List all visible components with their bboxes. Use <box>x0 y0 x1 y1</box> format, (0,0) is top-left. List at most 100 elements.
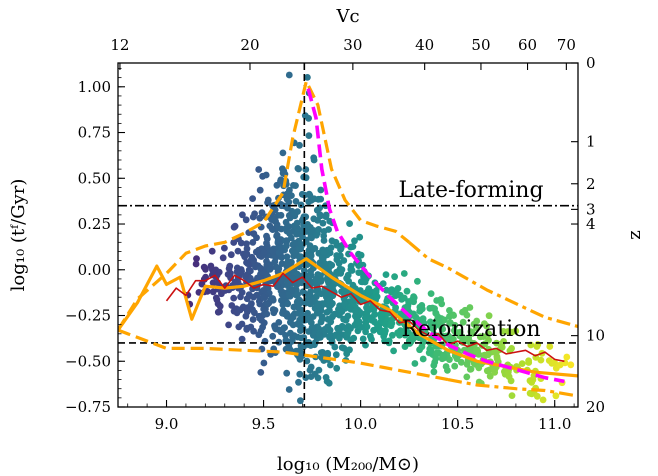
scatter-point <box>387 322 395 330</box>
scatter-point <box>227 251 235 259</box>
y-tick-label: 0.25 <box>78 215 111 233</box>
scatter-point <box>430 362 438 369</box>
scatter-point <box>322 374 330 381</box>
series-line <box>447 378 578 398</box>
scatter-point <box>228 302 236 309</box>
scatter-point <box>274 237 282 245</box>
scatter-point <box>279 292 287 299</box>
top-tick-label: 60 <box>518 36 537 54</box>
scatter-point <box>296 299 304 307</box>
top-tick-label: 50 <box>471 36 490 54</box>
scatter-point <box>338 344 346 351</box>
scatter-point <box>297 322 304 330</box>
scatter-point <box>244 260 252 267</box>
scatter-point <box>292 249 299 257</box>
scatter-point <box>463 360 471 368</box>
scatter-point <box>444 332 452 339</box>
scatter-point <box>324 277 332 285</box>
top-tick-label: 20 <box>240 36 259 54</box>
series-line <box>165 272 565 363</box>
scatter-point <box>446 307 453 314</box>
scatter-point <box>484 351 492 359</box>
scatter-point <box>313 206 321 214</box>
scatter-point <box>231 278 239 286</box>
scatter-point <box>315 331 323 338</box>
scatter-point <box>338 308 346 315</box>
scatter-point <box>257 369 265 376</box>
scatter-point <box>365 289 373 297</box>
scatter-point <box>459 318 467 326</box>
scatter-point <box>414 277 421 285</box>
scatter-point <box>277 211 285 219</box>
scatter-point <box>238 289 246 296</box>
scatter-point <box>567 361 575 369</box>
scatter-point <box>419 315 427 323</box>
scatter-point <box>266 266 274 273</box>
scatter-point <box>337 246 344 253</box>
scatter-point <box>221 244 228 252</box>
scatter-point <box>289 313 297 321</box>
y-tick-label: 1.00 <box>78 78 111 96</box>
scatter-point <box>260 305 267 313</box>
scatter-point <box>385 339 393 347</box>
scatter-point <box>363 313 370 321</box>
scatter-point <box>400 294 408 302</box>
scatter-point <box>310 215 318 223</box>
scatter-point <box>343 274 350 282</box>
scatter-point <box>400 270 408 277</box>
scatter-point <box>355 318 363 326</box>
scatter-point <box>526 377 534 385</box>
scatter-point <box>292 198 300 205</box>
scatter-point <box>295 378 302 386</box>
scatter-point <box>307 373 315 380</box>
scatter-point <box>310 245 318 253</box>
scatter-point <box>296 141 303 149</box>
scatter-point <box>249 239 257 246</box>
scatter-point <box>279 307 287 314</box>
series-line <box>408 241 578 329</box>
scatter-point <box>403 287 411 295</box>
scatter-point <box>418 302 426 309</box>
scatter-point <box>298 279 305 287</box>
scatter-point <box>345 250 352 258</box>
scatter-point <box>343 350 351 358</box>
right-tick-label: 1 <box>586 133 596 151</box>
scatter-point <box>408 332 416 339</box>
scatter-point <box>480 333 487 340</box>
scatter-point <box>262 171 270 179</box>
scatter-point <box>282 225 290 232</box>
scatter-point <box>305 114 312 122</box>
scatter-point <box>338 266 346 274</box>
scatter-point <box>377 313 385 321</box>
scatter-point <box>351 237 358 245</box>
scatter-point <box>326 297 334 305</box>
scatter-point <box>269 248 277 256</box>
scatter-point <box>260 359 268 367</box>
scatter-point <box>483 367 491 375</box>
scatter-point <box>537 356 545 364</box>
scatter-point <box>280 167 288 175</box>
scatter-point <box>210 269 218 276</box>
scatter-point <box>333 364 341 372</box>
scatter-point <box>375 323 382 331</box>
axes: 9.0 9.5 10.0 10.5 11.0 1.00 0.75 0.50 0.25 0.00 −0… <box>65 36 605 433</box>
x-tick-label: 9.0 <box>155 415 179 433</box>
scatter-point <box>346 220 353 228</box>
scatter-point <box>284 300 292 308</box>
scatter-point <box>283 369 291 377</box>
scatter-point <box>367 332 374 340</box>
scatter-point <box>325 226 332 233</box>
scatter-point <box>317 195 325 203</box>
scatter-point <box>397 310 405 318</box>
scatter-point <box>436 317 443 325</box>
scatter-point <box>275 319 283 326</box>
scatter-point <box>371 311 379 318</box>
scatter-point <box>308 227 316 235</box>
scatter-point <box>485 312 493 320</box>
scatter-point <box>318 316 326 323</box>
scatter-point <box>306 366 314 374</box>
scatter-point <box>317 290 325 298</box>
scatter-point <box>473 324 480 332</box>
scatter-point <box>251 309 258 317</box>
scatter-point <box>226 262 234 270</box>
